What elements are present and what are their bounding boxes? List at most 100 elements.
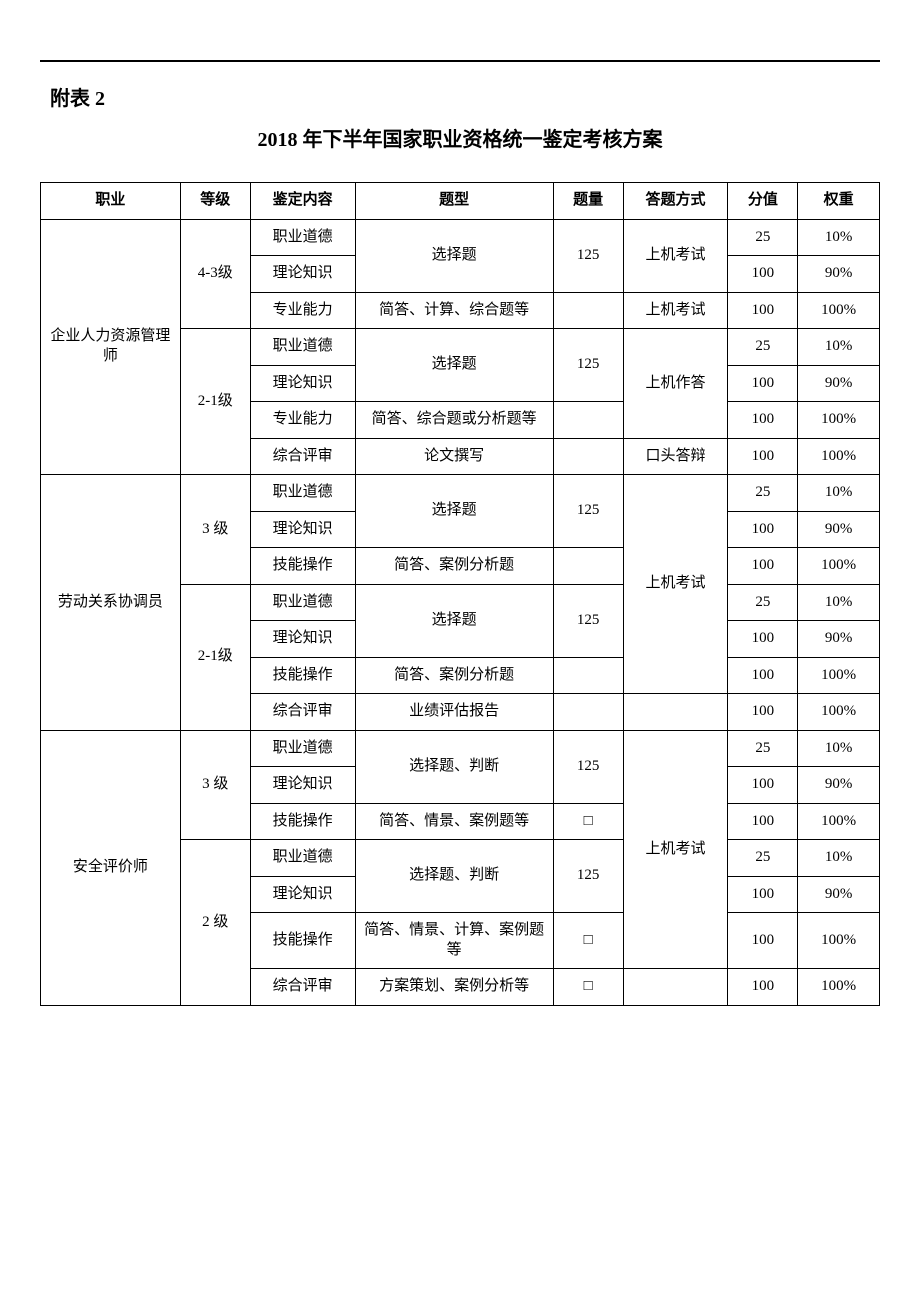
- cell-occupation: 劳动关系协调员: [41, 475, 181, 731]
- cell-qtype: 简答、情景、案例题等: [355, 803, 553, 840]
- cell-method: 上机考试: [623, 475, 728, 694]
- cell-score: 25: [728, 475, 798, 512]
- cell-score: 100: [728, 969, 798, 1006]
- cell-qtype: 简答、案例分析题: [355, 657, 553, 694]
- cell-qcount: 125: [553, 584, 623, 657]
- cell-level: 3 级: [180, 730, 250, 840]
- cell-method: [623, 694, 728, 731]
- cell-qcount: 125: [553, 840, 623, 913]
- header-weight: 权重: [798, 183, 880, 220]
- cell-score: 25: [728, 730, 798, 767]
- cell-level: 4-3级: [180, 219, 250, 329]
- cell-qtype: 简答、综合题或分析题等: [355, 402, 553, 439]
- cell-method: 上机作答: [623, 329, 728, 439]
- cell-score: 100: [728, 438, 798, 475]
- cell-qtype: 简答、情景、计算、案例题等: [355, 913, 553, 969]
- cell-qcount: [553, 292, 623, 329]
- cell-qcount: 125: [553, 730, 623, 803]
- cell-score: 100: [728, 694, 798, 731]
- cell-qtype: 选择题: [355, 329, 553, 402]
- cell-qtype: 方案策划、案例分析等: [355, 969, 553, 1006]
- cell-qtype: 选择题: [355, 219, 553, 292]
- cell-content: 技能操作: [250, 657, 355, 694]
- cell-score: 100: [728, 292, 798, 329]
- cell-score: 100: [728, 511, 798, 548]
- cell-weight: 10%: [798, 219, 880, 256]
- header-level: 等级: [180, 183, 250, 220]
- cell-content: 综合评审: [250, 694, 355, 731]
- cell-occupation: 安全评价师: [41, 730, 181, 1005]
- cell-qcount: 125: [553, 329, 623, 402]
- cell-qcount: 125: [553, 475, 623, 548]
- cell-content: 技能操作: [250, 548, 355, 585]
- table-row: 安全评价师 3 级 职业道德 选择题、判断 125 上机考试 25 10%: [41, 730, 880, 767]
- cell-weight: 100%: [798, 803, 880, 840]
- cell-qcount: □: [553, 803, 623, 840]
- cell-content: 理论知识: [250, 511, 355, 548]
- cell-content: 技能操作: [250, 913, 355, 969]
- cell-weight: 100%: [798, 969, 880, 1006]
- cell-content: 技能操作: [250, 803, 355, 840]
- cell-weight: 100%: [798, 913, 880, 969]
- cell-weight: 100%: [798, 402, 880, 439]
- cell-qcount: [553, 402, 623, 439]
- cell-weight: 100%: [798, 438, 880, 475]
- cell-qtype: 论文撰写: [355, 438, 553, 475]
- cell-content: 理论知识: [250, 767, 355, 804]
- cell-weight: 10%: [798, 584, 880, 621]
- cell-score: 100: [728, 803, 798, 840]
- header-qcount: 题量: [553, 183, 623, 220]
- document-title: 2018 年下半年国家职业资格统一鉴定考核方案: [40, 123, 880, 152]
- cell-weight: 100%: [798, 292, 880, 329]
- cell-content: 理论知识: [250, 365, 355, 402]
- cell-content: 专业能力: [250, 402, 355, 439]
- cell-content: 理论知识: [250, 256, 355, 293]
- cell-content: 职业道德: [250, 730, 355, 767]
- cell-score: 100: [728, 876, 798, 913]
- cell-weight: 100%: [798, 694, 880, 731]
- cell-weight: 10%: [798, 475, 880, 512]
- cell-score: 25: [728, 840, 798, 877]
- cell-score: 100: [728, 402, 798, 439]
- cell-weight: 90%: [798, 876, 880, 913]
- table-row: 劳动关系协调员 3 级 职业道德 选择题 125 上机考试 25 10%: [41, 475, 880, 512]
- cell-qtype: 选择题、判断: [355, 840, 553, 913]
- cell-qtype: 选择题、判断: [355, 730, 553, 803]
- cell-score: 100: [728, 365, 798, 402]
- cell-content: 综合评审: [250, 969, 355, 1006]
- cell-qcount: □: [553, 913, 623, 969]
- cell-score: 100: [728, 256, 798, 293]
- cell-score: 100: [728, 621, 798, 658]
- cell-level: 2-1级: [180, 584, 250, 730]
- cell-weight: 10%: [798, 730, 880, 767]
- header-score: 分值: [728, 183, 798, 220]
- cell-weight: 90%: [798, 511, 880, 548]
- table-row: 企业人力资源管理师 4-3级 职业道德 选择题 125 上机考试 25 10%: [41, 219, 880, 256]
- cell-weight: 10%: [798, 840, 880, 877]
- cell-score: 25: [728, 219, 798, 256]
- cell-content: 职业道德: [250, 329, 355, 366]
- cell-weight: 90%: [798, 365, 880, 402]
- cell-content: 综合评审: [250, 438, 355, 475]
- header-qtype: 题型: [355, 183, 553, 220]
- cell-qcount: 125: [553, 219, 623, 292]
- cell-level: 3 级: [180, 475, 250, 585]
- cell-weight: 90%: [798, 767, 880, 804]
- cell-qtype: 选择题: [355, 475, 553, 548]
- cell-method: 上机考试: [623, 730, 728, 969]
- cell-qcount: [553, 657, 623, 694]
- cell-qtype: 简答、计算、综合题等: [355, 292, 553, 329]
- cell-score: 25: [728, 329, 798, 366]
- cell-score: 100: [728, 913, 798, 969]
- cell-method: 口头答辩: [623, 438, 728, 475]
- cell-weight: 90%: [798, 256, 880, 293]
- cell-content: 专业能力: [250, 292, 355, 329]
- header-content: 鉴定内容: [250, 183, 355, 220]
- header-occupation: 职业: [41, 183, 181, 220]
- cell-content: 理论知识: [250, 621, 355, 658]
- cell-weight: 90%: [798, 621, 880, 658]
- cell-score: 100: [728, 657, 798, 694]
- appendix-label: 附表 2: [50, 82, 880, 111]
- table-header-row: 职业 等级 鉴定内容 题型 题量 答题方式 分值 权重: [41, 183, 880, 220]
- cell-occupation: 企业人力资源管理师: [41, 219, 181, 475]
